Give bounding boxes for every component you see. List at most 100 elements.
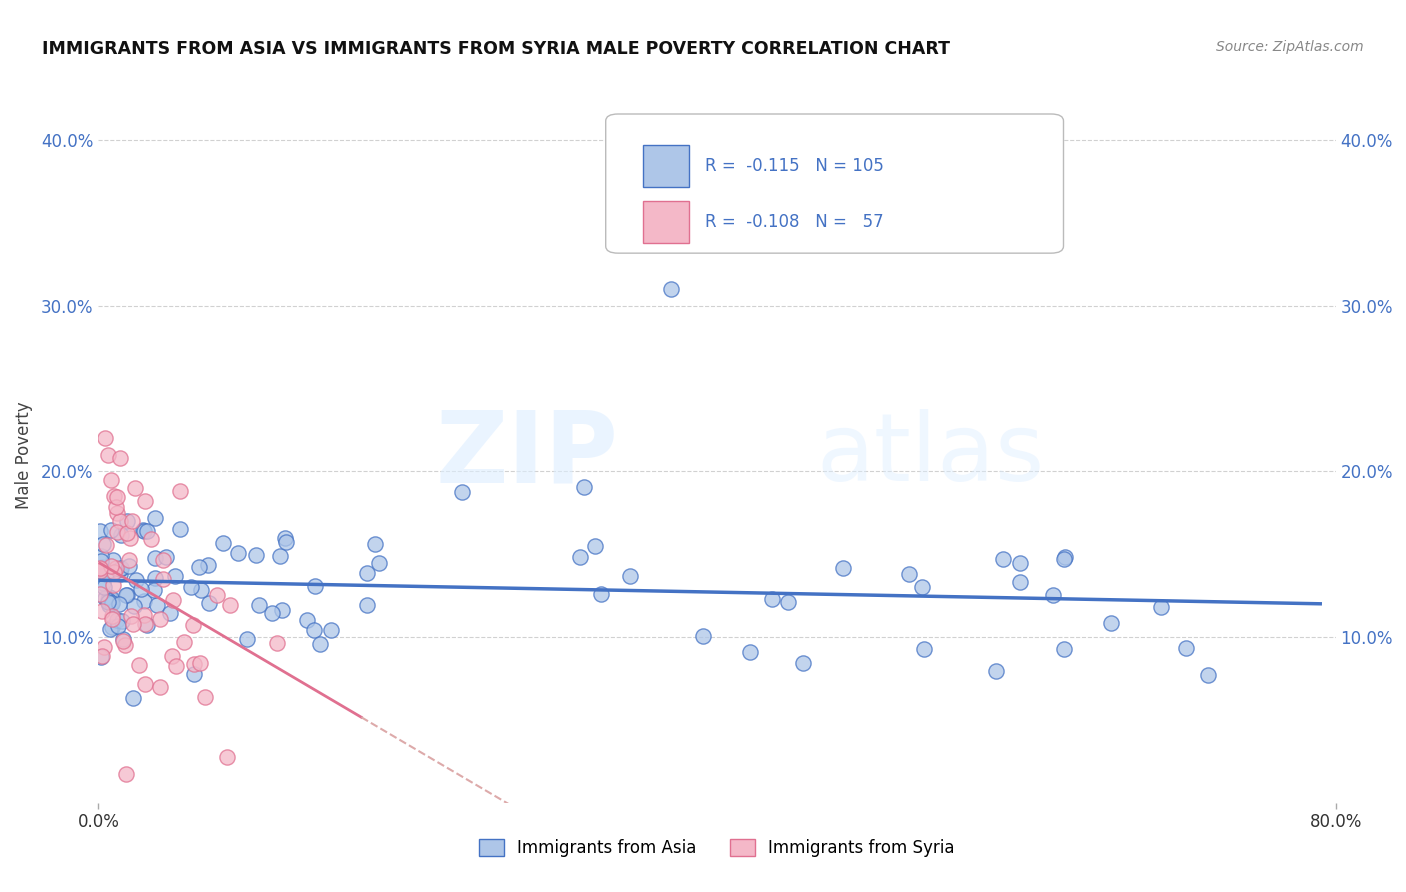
Point bbox=[110, 561, 132, 575]
Point bbox=[115, 766, 138, 780]
Point bbox=[100, 596, 122, 610]
Point bbox=[912, 642, 935, 657]
Point bbox=[108, 597, 131, 611]
Point bbox=[143, 571, 166, 585]
Point bbox=[295, 613, 318, 627]
Text: ZIP: ZIP bbox=[436, 407, 619, 503]
Point bbox=[183, 657, 205, 672]
Point bbox=[90, 554, 112, 568]
Point bbox=[173, 635, 195, 649]
Text: atlas: atlas bbox=[815, 409, 1045, 501]
Point bbox=[304, 623, 326, 637]
Point bbox=[98, 622, 121, 636]
Point bbox=[356, 598, 378, 612]
Point bbox=[105, 506, 128, 520]
Point bbox=[160, 649, 183, 664]
Point bbox=[121, 514, 143, 528]
Point bbox=[159, 606, 181, 620]
Point bbox=[91, 559, 114, 574]
Point bbox=[108, 514, 131, 528]
Point bbox=[89, 564, 111, 578]
Point bbox=[89, 560, 111, 574]
Point bbox=[105, 561, 128, 575]
Point bbox=[136, 524, 159, 538]
Point bbox=[107, 619, 129, 633]
Point bbox=[1010, 574, 1032, 589]
Point bbox=[139, 532, 162, 546]
Point bbox=[104, 500, 127, 514]
Point bbox=[89, 587, 111, 601]
Point bbox=[1053, 642, 1076, 657]
Point bbox=[1053, 552, 1076, 566]
Point bbox=[143, 551, 166, 566]
Point bbox=[101, 620, 124, 634]
Point bbox=[111, 633, 134, 648]
Point bbox=[776, 595, 799, 609]
Point bbox=[97, 599, 120, 613]
Point bbox=[266, 636, 288, 650]
Point bbox=[114, 588, 136, 602]
Point bbox=[93, 640, 115, 654]
Point bbox=[1042, 589, 1064, 603]
Point bbox=[198, 596, 221, 610]
Point bbox=[134, 494, 156, 508]
Point bbox=[247, 598, 270, 612]
Point bbox=[165, 659, 187, 673]
Point bbox=[100, 591, 122, 606]
Point bbox=[309, 637, 332, 651]
Legend: Immigrants from Asia, Immigrants from Syria: Immigrants from Asia, Immigrants from Sy… bbox=[472, 832, 962, 864]
Point bbox=[91, 649, 114, 664]
Point bbox=[260, 606, 283, 620]
Point bbox=[792, 656, 814, 670]
Point bbox=[169, 523, 191, 537]
Point bbox=[583, 539, 606, 553]
Point bbox=[619, 569, 641, 583]
Point bbox=[276, 535, 298, 549]
Point bbox=[115, 525, 138, 540]
Point bbox=[122, 691, 145, 706]
Point bbox=[103, 565, 125, 579]
Point bbox=[367, 556, 389, 570]
Point bbox=[91, 537, 114, 551]
Point bbox=[108, 562, 131, 576]
Point bbox=[89, 524, 111, 538]
Point bbox=[129, 582, 152, 596]
Point bbox=[197, 558, 219, 572]
Point bbox=[152, 573, 174, 587]
Point bbox=[269, 549, 291, 563]
Point bbox=[162, 592, 184, 607]
Point bbox=[96, 566, 118, 581]
Point bbox=[761, 592, 783, 607]
Point bbox=[146, 599, 169, 613]
Point bbox=[105, 613, 128, 627]
Point bbox=[190, 582, 212, 597]
Point bbox=[245, 549, 267, 563]
Point bbox=[101, 612, 124, 626]
Point bbox=[110, 528, 132, 542]
Point bbox=[100, 523, 122, 537]
Point bbox=[103, 553, 125, 567]
Point bbox=[89, 562, 111, 576]
Point bbox=[169, 484, 191, 499]
Point bbox=[103, 489, 125, 503]
Point bbox=[692, 629, 714, 643]
Point bbox=[659, 282, 682, 296]
Point bbox=[1175, 640, 1198, 655]
Point bbox=[319, 623, 342, 637]
Point bbox=[97, 590, 120, 604]
Point bbox=[118, 531, 141, 545]
Point bbox=[90, 649, 112, 664]
Point bbox=[135, 618, 157, 632]
Point bbox=[125, 573, 148, 587]
Point bbox=[100, 473, 122, 487]
Point bbox=[134, 676, 156, 690]
Point bbox=[105, 524, 128, 539]
Text: IMMIGRANTS FROM ASIA VS IMMIGRANTS FROM SYRIA MALE POVERTY CORRELATION CHART: IMMIGRANTS FROM ASIA VS IMMIGRANTS FROM … bbox=[42, 40, 950, 58]
Point bbox=[188, 657, 211, 671]
Point bbox=[591, 587, 613, 601]
Point bbox=[738, 645, 761, 659]
Point bbox=[118, 559, 141, 574]
Point bbox=[271, 603, 294, 617]
Point bbox=[194, 690, 217, 705]
Point bbox=[101, 596, 124, 610]
